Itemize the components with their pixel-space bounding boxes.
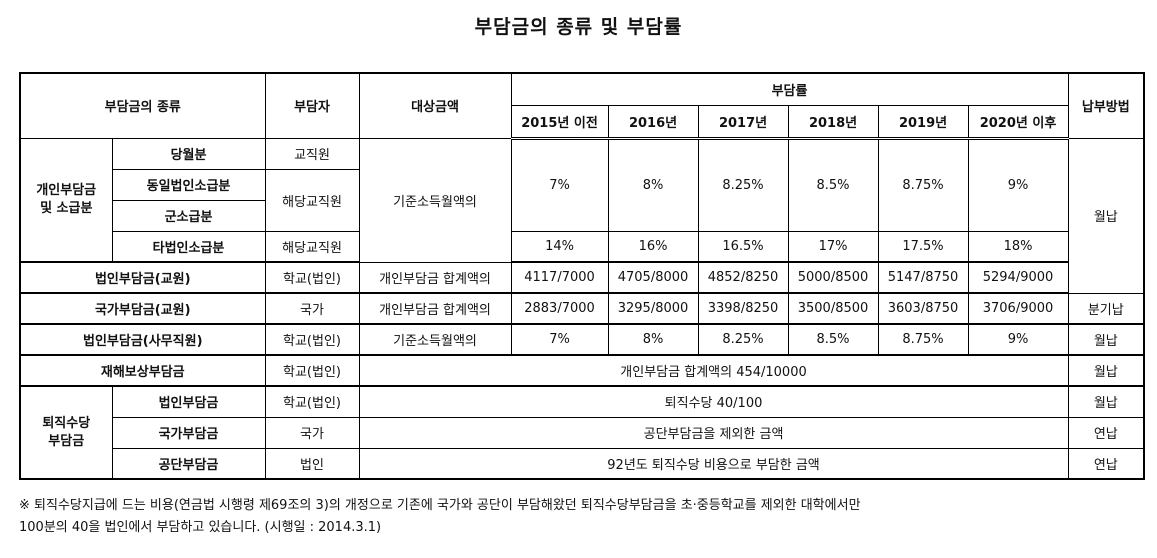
row-payer: 법인 <box>264 447 360 480</box>
row-payer: 학교(법인) <box>264 323 360 356</box>
rate-cell: 8% <box>607 323 699 356</box>
row-method: 분기납 <box>1067 292 1146 325</box>
header-target: 대상금액 <box>358 72 512 139</box>
header-year: 2016년 <box>607 104 699 140</box>
page-title: 부담금의 종류 및 부담률 <box>474 16 683 38</box>
row-kind: 법인부담금(사무직원) <box>18 323 266 356</box>
row-method: 월납 <box>1067 137 1146 294</box>
footnote-line: 100분의 40을 법인에서 부담하고 있습니다. (시행일 : 2014.3.… <box>19 520 382 535</box>
rate-cell: 16.5% <box>697 230 789 263</box>
row-payer: 국가 <box>264 292 360 325</box>
rate-cell: 16% <box>607 230 699 263</box>
rate-cell: 8% <box>607 137 699 232</box>
rate-cell: 8.75% <box>877 137 969 232</box>
row-kind: 국가부담금(교원) <box>18 292 266 325</box>
header-year: 2019년 <box>877 104 969 140</box>
rate-cell: 18% <box>967 230 1069 263</box>
rate-cell: 퇴직수당 40/100 <box>358 385 1069 418</box>
rate-cell: 8.25% <box>697 323 789 356</box>
header-kind: 부담금의 종류 <box>18 72 266 139</box>
row-method: 월납 <box>1067 385 1146 418</box>
rate-cell: 9% <box>967 323 1069 356</box>
row-kind: 동일법인소급분 <box>111 168 266 201</box>
rate-cell: 17% <box>787 230 879 263</box>
row-target: 기준소득월액의 <box>358 137 512 263</box>
header-year: 2017년 <box>697 104 789 140</box>
row-kind: 타법인소급분 <box>111 230 266 263</box>
rate-cell: 8.25% <box>697 137 789 232</box>
header-year: 2020년 이후 <box>967 104 1069 140</box>
header-year: 2015년 이전 <box>510 104 609 140</box>
header-rate: 부담률 <box>510 72 1069 106</box>
row-method: 연납 <box>1067 447 1146 480</box>
rate-cell: 8.5% <box>787 137 879 232</box>
row-kind: 군소급분 <box>111 199 266 232</box>
rate-cell: 7% <box>510 137 609 232</box>
rate-cell: 3500/8500 <box>787 292 879 325</box>
footnote-line: ※ 퇴직수당지급에 드는 비용(연금법 시행령 제69조의 3)의 개정으로 기… <box>19 498 861 513</box>
rate-cell: 9% <box>967 137 1069 232</box>
retire-group-label: 퇴직수당 부담금 <box>19 385 113 480</box>
header-method: 납부방법 <box>1067 72 1146 139</box>
row-payer: 학교(법인) <box>264 385 360 418</box>
row-kind: 법인부담금 <box>111 385 266 418</box>
row-kind: 국가부담금 <box>111 416 266 449</box>
header-payer: 부담자 <box>264 72 360 139</box>
rate-cell: 8.75% <box>877 323 969 356</box>
row-kind: 재해보상부담금 <box>18 354 266 387</box>
rate-cell: 92년도 퇴직수당 비용으로 부담한 금액 <box>358 447 1069 480</box>
rate-cell: 8.5% <box>787 323 879 356</box>
header-year: 2018년 <box>787 104 879 140</box>
row-method: 월납 <box>1067 323 1146 356</box>
row-target: 기준소득월액의 <box>358 323 512 356</box>
rate-cell: 5000/8500 <box>787 261 879 294</box>
rate-cell: 개인부담금 합계액의 454/10000 <box>358 354 1069 387</box>
rate-cell: 7% <box>510 323 609 356</box>
personal-group-label: 개인부담금 및 소급분 <box>19 137 113 263</box>
row-payer: 해당교직원 <box>264 168 360 232</box>
rate-cell: 14% <box>510 230 609 263</box>
rate-cell: 5294/9000 <box>967 261 1069 294</box>
rate-cell: 2883/7000 <box>510 292 609 325</box>
contribution-table: 부담금의 종류 부담자 대상금액 부담률 납부방법 2015년 이전 2016년… <box>18 72 1146 480</box>
row-payer: 국가 <box>264 416 360 449</box>
rate-cell: 3398/8250 <box>697 292 789 325</box>
row-target: 개인부담금 합계액의 <box>358 261 512 294</box>
rate-cell: 3603/8750 <box>877 292 969 325</box>
rate-cell: 5147/8750 <box>877 261 969 294</box>
rate-cell: 4117/7000 <box>510 261 609 294</box>
row-kind: 당월분 <box>111 137 266 170</box>
rate-cell: 4705/8000 <box>607 261 699 294</box>
row-target: 개인부담금 합계액의 <box>358 292 512 325</box>
footnote: ※ 퇴직수당지급에 드는 비용(연금법 시행령 제69조의 3)의 개정으로 기… <box>19 495 1143 539</box>
row-payer: 학교(법인) <box>264 354 360 387</box>
rate-cell: 3295/8000 <box>607 292 699 325</box>
row-method: 월납 <box>1067 354 1146 387</box>
row-payer: 해당교직원 <box>264 230 360 263</box>
row-method: 연납 <box>1067 416 1146 449</box>
row-payer: 교직원 <box>264 137 360 170</box>
rate-cell: 공단부담금을 제외한 금액 <box>358 416 1069 449</box>
row-kind: 공단부담금 <box>111 447 266 480</box>
row-kind: 법인부담금(교원) <box>18 261 266 294</box>
row-payer: 학교(법인) <box>264 261 360 294</box>
rate-cell: 4852/8250 <box>697 261 789 294</box>
rate-cell: 17.5% <box>877 230 969 263</box>
rate-cell: 3706/9000 <box>967 292 1069 325</box>
